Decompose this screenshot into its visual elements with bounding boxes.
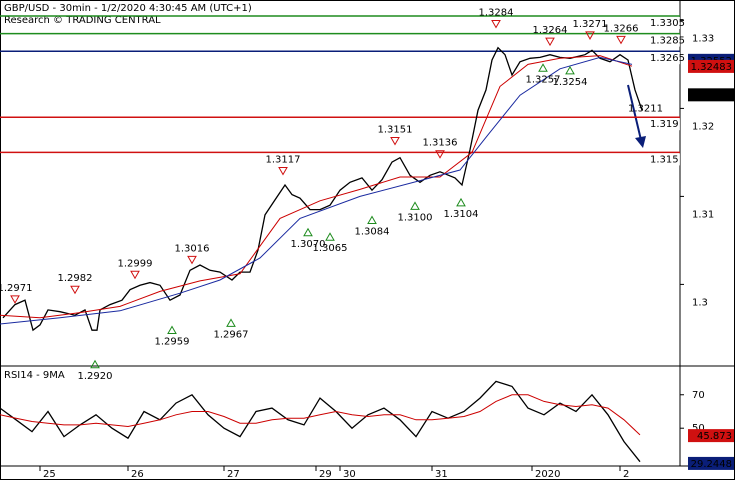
pivot-low-marker: [367, 215, 377, 224]
pivot-high-marker: [187, 255, 197, 265]
pivot-label: 1.3254: [553, 77, 588, 88]
pivot-low-marker: [325, 232, 335, 241]
level-label: 1.3285: [650, 36, 685, 47]
pivot-label: 1.2959: [155, 336, 190, 347]
x-tick-label: 26: [131, 469, 144, 480]
level-label: 1.315: [650, 154, 679, 165]
pivot-label: 1.3284: [479, 7, 514, 18]
forecast-arrow: [627, 84, 642, 141]
x-tick-label: 31: [435, 469, 448, 480]
note-label: 1.3211: [628, 104, 663, 115]
pivot-low-marker: [303, 227, 313, 237]
pivot-low-marker: [538, 63, 548, 72]
y-tick-label: 1.32: [692, 121, 714, 132]
pivot-high-marker: [491, 19, 501, 29]
pivot-label: 1.2982: [58, 273, 93, 284]
pivot-label: 1.3151: [378, 125, 413, 136]
pivot-label: 1.2920: [78, 371, 113, 382]
y-tick-label: 70: [692, 390, 705, 401]
level-label: 1.3265: [650, 53, 685, 64]
y-tick-label: 1.31: [692, 209, 714, 220]
y-tick-label: 1.3: [692, 297, 708, 308]
price-box-label: 45.873: [697, 431, 732, 442]
pivot-label: 1.3264: [533, 25, 568, 36]
y-tick-label: 50: [692, 423, 705, 434]
price-box-label: 1.32483: [691, 62, 732, 73]
rsi-title: RSI14 - 9MA: [4, 370, 65, 381]
pivot-high-marker: [616, 35, 626, 45]
x-tick-label: 29: [319, 469, 332, 480]
x-tick-label: 2: [623, 469, 629, 480]
pivot-label: 1.3136: [423, 138, 458, 149]
pivot-high-marker: [585, 31, 595, 40]
series-line: [0, 394, 641, 436]
price-box: [688, 88, 734, 102]
pivot-label: 1.3100: [398, 212, 433, 223]
level-label-bg: [648, 52, 680, 65]
pivot-high-marker: [278, 166, 288, 176]
pivot-label: 1.2967: [214, 329, 249, 340]
chart-title: GBP/USD - 30min - 1/2/2020 4:30:45 AM (U…: [4, 3, 252, 14]
level-label: 1.319: [650, 119, 679, 130]
price-box: [688, 456, 734, 470]
pivot-label: 1.2999: [118, 258, 153, 269]
pivot-low-marker: [456, 197, 466, 207]
level-label-bg: [648, 118, 680, 131]
pivot-low-marker: [90, 359, 100, 369]
x-tick-label: 27: [227, 469, 240, 480]
pivot-label: 1.3084: [355, 226, 390, 237]
pivot-label: 1.3257: [526, 74, 561, 85]
pivot-high-marker: [390, 137, 400, 146]
price-box-label: 29.2448: [691, 459, 732, 470]
pivot-low-marker: [226, 318, 236, 327]
pivot-label: 1.3065: [313, 243, 348, 254]
y-tick-label: 1.33: [692, 33, 714, 44]
pivot-label: 1.3117: [266, 154, 301, 165]
pivot-high-marker: [545, 37, 555, 47]
pivot-label: 1.3266: [604, 23, 639, 34]
pivot-high-marker: [70, 285, 80, 295]
pivot-label: 1.3104: [444, 209, 479, 220]
series-line: [2, 46, 643, 332]
pivot-label: 1.3271: [573, 19, 608, 30]
price-box: [688, 429, 734, 443]
level-label-bg: [648, 17, 680, 30]
forecast-arrow-head: [635, 136, 646, 148]
level-label: 1.3305: [650, 18, 685, 29]
pivot-label: 1.2971: [0, 283, 33, 294]
x-tick-label: 2020: [535, 469, 560, 480]
pivot-low-marker: [410, 201, 420, 210]
price-box: [688, 59, 734, 73]
chart-subtitle: Research © TRADING CENTRAL: [4, 15, 161, 26]
series-line: [0, 55, 633, 319]
pivot-low-marker: [167, 325, 177, 334]
x-tick-label: 30: [343, 469, 356, 480]
x-tick-label: 25: [43, 469, 56, 480]
level-label-bg: [648, 153, 680, 166]
price-box-label: 1.3216: [697, 90, 732, 101]
pivot-high-marker: [10, 295, 20, 304]
level-label-bg: [648, 34, 680, 47]
pivot-high-marker: [130, 270, 140, 280]
pivot-high-marker: [435, 150, 445, 159]
pivot-label: 1.3070: [291, 239, 326, 250]
pivot-low-marker: [565, 65, 575, 75]
pivot-label: 1.3016: [175, 243, 210, 254]
series-line: [0, 56, 633, 325]
series-line: [0, 380, 641, 463]
